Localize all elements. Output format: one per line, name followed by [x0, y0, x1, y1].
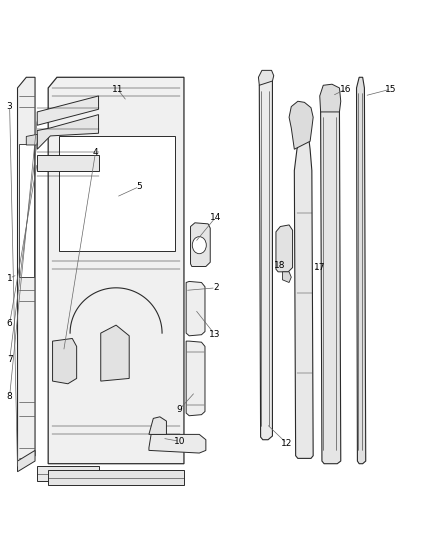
Polygon shape — [289, 101, 313, 149]
Polygon shape — [149, 434, 206, 453]
Text: 10: 10 — [174, 437, 185, 446]
Polygon shape — [276, 225, 293, 272]
Polygon shape — [18, 77, 35, 466]
Text: 3: 3 — [7, 102, 13, 111]
Text: 12: 12 — [281, 439, 293, 448]
Polygon shape — [26, 134, 37, 145]
Polygon shape — [18, 450, 35, 472]
Text: 4: 4 — [93, 148, 98, 157]
Polygon shape — [48, 77, 184, 464]
Polygon shape — [48, 470, 184, 485]
Polygon shape — [59, 136, 175, 251]
Polygon shape — [357, 77, 366, 464]
Polygon shape — [294, 136, 313, 458]
Polygon shape — [186, 281, 205, 336]
Polygon shape — [191, 223, 210, 266]
Text: 15: 15 — [385, 85, 397, 93]
Text: 5: 5 — [136, 182, 142, 191]
Polygon shape — [259, 78, 272, 440]
Text: 13: 13 — [209, 330, 220, 338]
Polygon shape — [37, 155, 99, 171]
Text: 8: 8 — [7, 392, 13, 400]
Polygon shape — [37, 96, 99, 125]
Polygon shape — [186, 341, 205, 416]
Circle shape — [192, 237, 206, 254]
Polygon shape — [19, 144, 34, 277]
Polygon shape — [320, 84, 341, 112]
Polygon shape — [37, 115, 99, 149]
Text: 17: 17 — [314, 263, 325, 272]
Text: 9: 9 — [177, 405, 183, 414]
Text: 7: 7 — [7, 356, 13, 364]
Polygon shape — [258, 70, 274, 85]
Polygon shape — [321, 96, 341, 464]
Text: 14: 14 — [210, 213, 221, 222]
Text: 11: 11 — [112, 85, 123, 93]
Polygon shape — [149, 417, 166, 434]
Polygon shape — [283, 272, 291, 282]
Text: 2: 2 — [213, 284, 219, 292]
Polygon shape — [101, 325, 129, 381]
Polygon shape — [37, 466, 99, 481]
Text: 1: 1 — [7, 274, 13, 282]
Polygon shape — [53, 338, 77, 384]
Text: 18: 18 — [274, 261, 285, 270]
Text: 6: 6 — [7, 319, 13, 328]
Text: 16: 16 — [340, 85, 352, 93]
